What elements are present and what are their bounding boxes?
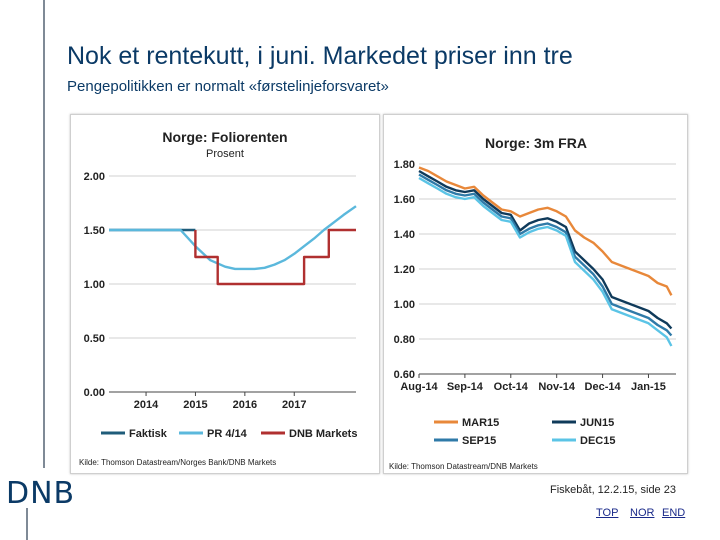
left-accent-line — [43, 0, 45, 468]
nav-end-link[interactable]: END — [662, 507, 686, 519]
chart-title: Norge: Foliorenten — [162, 129, 287, 145]
slide-title: Nok et rentekutt, i juni. Markedet prise… — [67, 42, 573, 70]
chart-panel-fra: Norge: 3m FRA 0.60 0.80 1.00 1.20 1.40 1.60 1.8… — [383, 114, 688, 474]
x-tick-label: Jan-15 — [631, 381, 666, 393]
dnb-logo: DNB — [6, 476, 76, 511]
x-tick-label: 2016 — [233, 399, 257, 411]
chart-panel-policy-rate: Norge: Foliorenten Prosent 0.00 0.50 1.00 1.5… — [70, 114, 380, 474]
chart-source: Kilde: Thomson Datastream/Norges Bank/DN… — [79, 458, 276, 467]
y-tick-label: 2.00 — [84, 171, 105, 183]
legend-label: DNB Markets — [289, 428, 357, 440]
x-tick-label: Nov-14 — [538, 381, 576, 393]
legend-label: PR 4/14 — [207, 428, 248, 440]
y-tick-label: 1.20 — [394, 264, 415, 276]
nav-nor-link[interactable]: NOR — [630, 507, 655, 519]
x-tick-label: Dec-14 — [585, 381, 622, 393]
slide-subtitle: Pengepolitikken er normalt «førstelinjef… — [67, 78, 389, 95]
x-tick-label: 2017 — [282, 399, 306, 411]
legend-label: JUN15 — [580, 417, 614, 429]
x-tick-label: Sep-14 — [447, 381, 484, 393]
x-tick-label: 2015 — [183, 399, 207, 411]
policy-rate-chart: Norge: Foliorenten Prosent 0.00 0.50 1.00 1.5… — [79, 129, 357, 467]
legend-label: Faktisk — [129, 428, 168, 440]
y-tick-label: 1.00 — [394, 299, 415, 311]
series-line-dec15 — [418, 176, 673, 347]
y-tick-label: 1.00 — [84, 279, 105, 291]
chart-unit-label: Prosent — [206, 148, 244, 160]
logo-accent-line — [26, 508, 28, 540]
slide-footer: Fiskebåt, 12.2.15, side 23 — [550, 484, 676, 496]
legend-label: MAR15 — [462, 417, 499, 429]
series-line-dnb-markets — [194, 228, 356, 286]
y-tick-label: 1.60 — [394, 194, 415, 206]
chart-title: Norge: 3m FRA — [485, 135, 587, 151]
y-tick-label: 0.60 — [394, 369, 415, 381]
series-line-pr-4-14 — [109, 205, 357, 271]
x-tick-label: Oct-14 — [494, 381, 529, 393]
fra-chart: Norge: 3m FRA 0.60 0.80 1.00 1.20 1.40 1.60 1.8… — [389, 135, 676, 471]
x-tick-label: 2014 — [134, 399, 159, 411]
y-tick-label: 0.00 — [84, 387, 105, 399]
series-line-jun15 — [418, 169, 673, 330]
nav-top-link[interactable]: TOP — [596, 507, 619, 519]
series-line-sep15 — [418, 173, 673, 337]
y-tick-label: 0.80 — [394, 334, 415, 346]
y-tick-label: 1.40 — [394, 229, 415, 241]
legend-label: DEC15 — [580, 435, 615, 447]
series-line-mar15 — [418, 166, 673, 296]
x-tick-label: Aug-14 — [400, 381, 438, 393]
chart-source: Kilde: Thomson Datastream/DNB Markets — [389, 462, 538, 471]
y-tick-label: 0.50 — [84, 333, 105, 345]
legend-label: SEP15 — [462, 435, 496, 447]
y-tick-label: 1.50 — [84, 225, 105, 237]
y-tick-label: 1.80 — [394, 159, 415, 171]
